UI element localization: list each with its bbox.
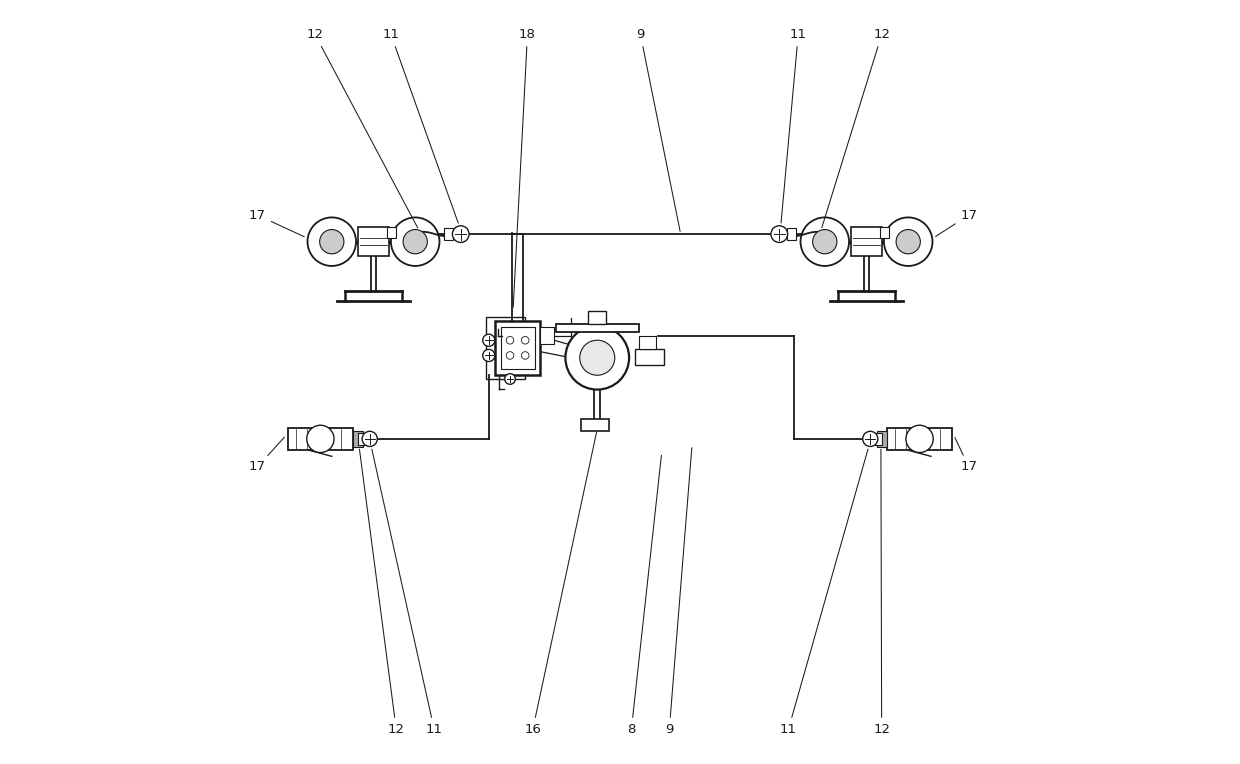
Text: 12: 12	[822, 28, 890, 228]
Text: 17: 17	[249, 209, 304, 237]
Text: 17: 17	[935, 209, 977, 236]
Bar	[888, 428, 952, 450]
Bar	[880, 227, 889, 238]
Circle shape	[884, 218, 932, 266]
Circle shape	[801, 218, 849, 266]
Circle shape	[505, 374, 516, 384]
Circle shape	[362, 432, 377, 446]
Text: 17: 17	[955, 438, 977, 474]
Circle shape	[453, 225, 469, 242]
Bar	[635, 348, 663, 365]
Text: 12: 12	[873, 449, 890, 736]
Bar	[851, 227, 883, 256]
Circle shape	[403, 229, 428, 254]
Circle shape	[771, 225, 787, 242]
Circle shape	[863, 432, 878, 446]
Text: 9: 9	[636, 28, 680, 231]
Text: 11: 11	[781, 28, 807, 223]
Bar	[357, 227, 389, 256]
Circle shape	[506, 351, 513, 359]
Text: 12: 12	[306, 28, 418, 228]
Circle shape	[482, 349, 495, 361]
Text: 12: 12	[360, 449, 404, 736]
Bar	[486, 317, 526, 379]
Bar	[639, 336, 656, 348]
Circle shape	[565, 326, 629, 390]
Text: 18: 18	[513, 28, 536, 307]
Bar	[878, 431, 888, 447]
Bar	[541, 328, 554, 344]
Text: 17: 17	[249, 437, 284, 474]
Circle shape	[812, 229, 837, 254]
Bar	[444, 228, 453, 240]
Circle shape	[521, 336, 529, 344]
Bar	[501, 327, 534, 369]
Circle shape	[482, 334, 495, 346]
Circle shape	[308, 218, 356, 266]
Text: 11: 11	[780, 449, 868, 736]
Circle shape	[506, 336, 513, 344]
Circle shape	[897, 229, 920, 254]
Text: 11: 11	[372, 449, 443, 736]
Bar	[588, 311, 606, 325]
Bar	[352, 431, 362, 447]
Circle shape	[320, 229, 343, 254]
Bar	[874, 433, 883, 445]
Circle shape	[906, 426, 934, 452]
Bar	[495, 321, 541, 375]
Circle shape	[580, 340, 615, 375]
Circle shape	[306, 426, 334, 452]
Bar	[357, 433, 366, 445]
Bar	[288, 428, 352, 450]
Bar	[787, 228, 796, 240]
Text: 8: 8	[627, 455, 661, 736]
Circle shape	[521, 351, 529, 359]
Bar	[556, 325, 639, 332]
Text: 9: 9	[665, 448, 692, 736]
Text: 11: 11	[382, 28, 459, 223]
Circle shape	[391, 218, 439, 266]
Bar	[580, 419, 609, 432]
Bar	[387, 227, 397, 238]
Text: 16: 16	[525, 432, 596, 736]
